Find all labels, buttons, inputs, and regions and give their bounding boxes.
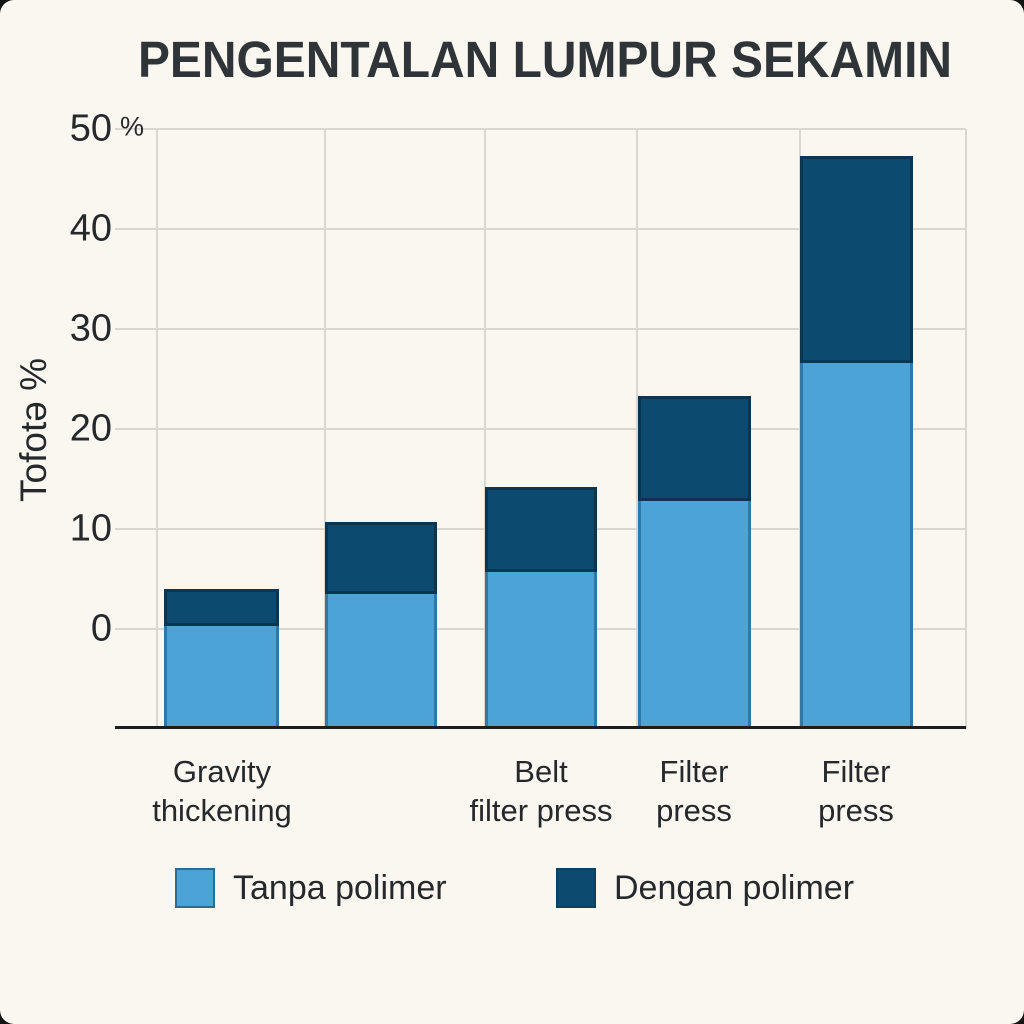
x-tick-label-line: Filter [821,754,891,789]
legend-swatch-tanpa-polimer-icon [175,868,215,908]
y-tick-label-20: 20 [69,407,112,450]
x-tick-label-line: Gravity [172,754,272,789]
bar-3-segment-tanpa-polimer [638,501,751,729]
bar-4-segment-tanpa-polimer [800,363,913,729]
bar-0-segment-tanpa-polimer [164,626,279,729]
x-tick-label-2: Belt filter press [470,752,613,830]
x-tick-label-line: press [656,793,732,828]
x-tick-label-3: Filter press [656,752,732,830]
x-tick-label-line: filter press [469,793,613,828]
bar-4-segment-dengan-polimer [800,156,913,363]
legend-item-dengan-polimer: Dengan polimer [556,868,854,908]
x-tick-label-0: Gravity thickening [152,752,292,830]
x-tick-label-line: Belt [514,754,568,789]
bar-1-segment-dengan-polimer [325,522,437,594]
bar-1-segment-tanpa-polimer [325,594,437,729]
bar-4 [800,156,913,729]
y-tick-label-50: 50% [69,107,145,150]
h-gridline-40 [115,228,966,230]
bar-2 [485,487,597,729]
legend-swatch-dengan-polimer-icon [556,868,596,908]
legend-item-tanpa-polimer: Tanpa polimer [175,868,447,908]
bar-1 [325,522,437,729]
y-tick-label-10: 10 [69,507,112,550]
v-gridline-1 [324,129,326,729]
y-tick-suffix: % [120,111,145,142]
bar-3-segment-dengan-polimer [638,396,751,501]
v-gridline-3 [636,129,638,729]
x-tick-label-line: Filter [659,754,729,789]
v-gridline-0 [156,129,158,729]
plot-area [115,128,967,729]
v-gridline-5 [965,129,967,729]
bar-3 [638,396,751,729]
y-tick-label-0: 0 [90,607,112,650]
y-tick-label-30: 30 [69,307,112,350]
legend-label-dengan-polimer: Dengan polimer [614,868,855,907]
legend-label-tanpa-polimer: Tanpa polimer [233,868,447,907]
x-tick-label-4: Filter press [818,752,894,830]
x-tick-label-line: press [818,793,894,828]
x-axis-line [115,726,966,729]
h-gridline-50 [115,128,966,130]
h-gridline-30 [115,328,966,330]
x-tick-label-line: thickening [152,793,292,828]
bar-0 [164,589,279,729]
chart-title: PENGENTALAN LUMPUR SEKAMIN [137,31,953,88]
h-gridline-20 [115,428,966,430]
v-gridline-2 [484,129,486,729]
bar-2-segment-dengan-polimer [485,487,597,572]
bar-0-segment-dengan-polimer [164,589,279,626]
bar-2-segment-tanpa-polimer [485,572,597,729]
y-tick-label-40: 40 [69,207,112,250]
